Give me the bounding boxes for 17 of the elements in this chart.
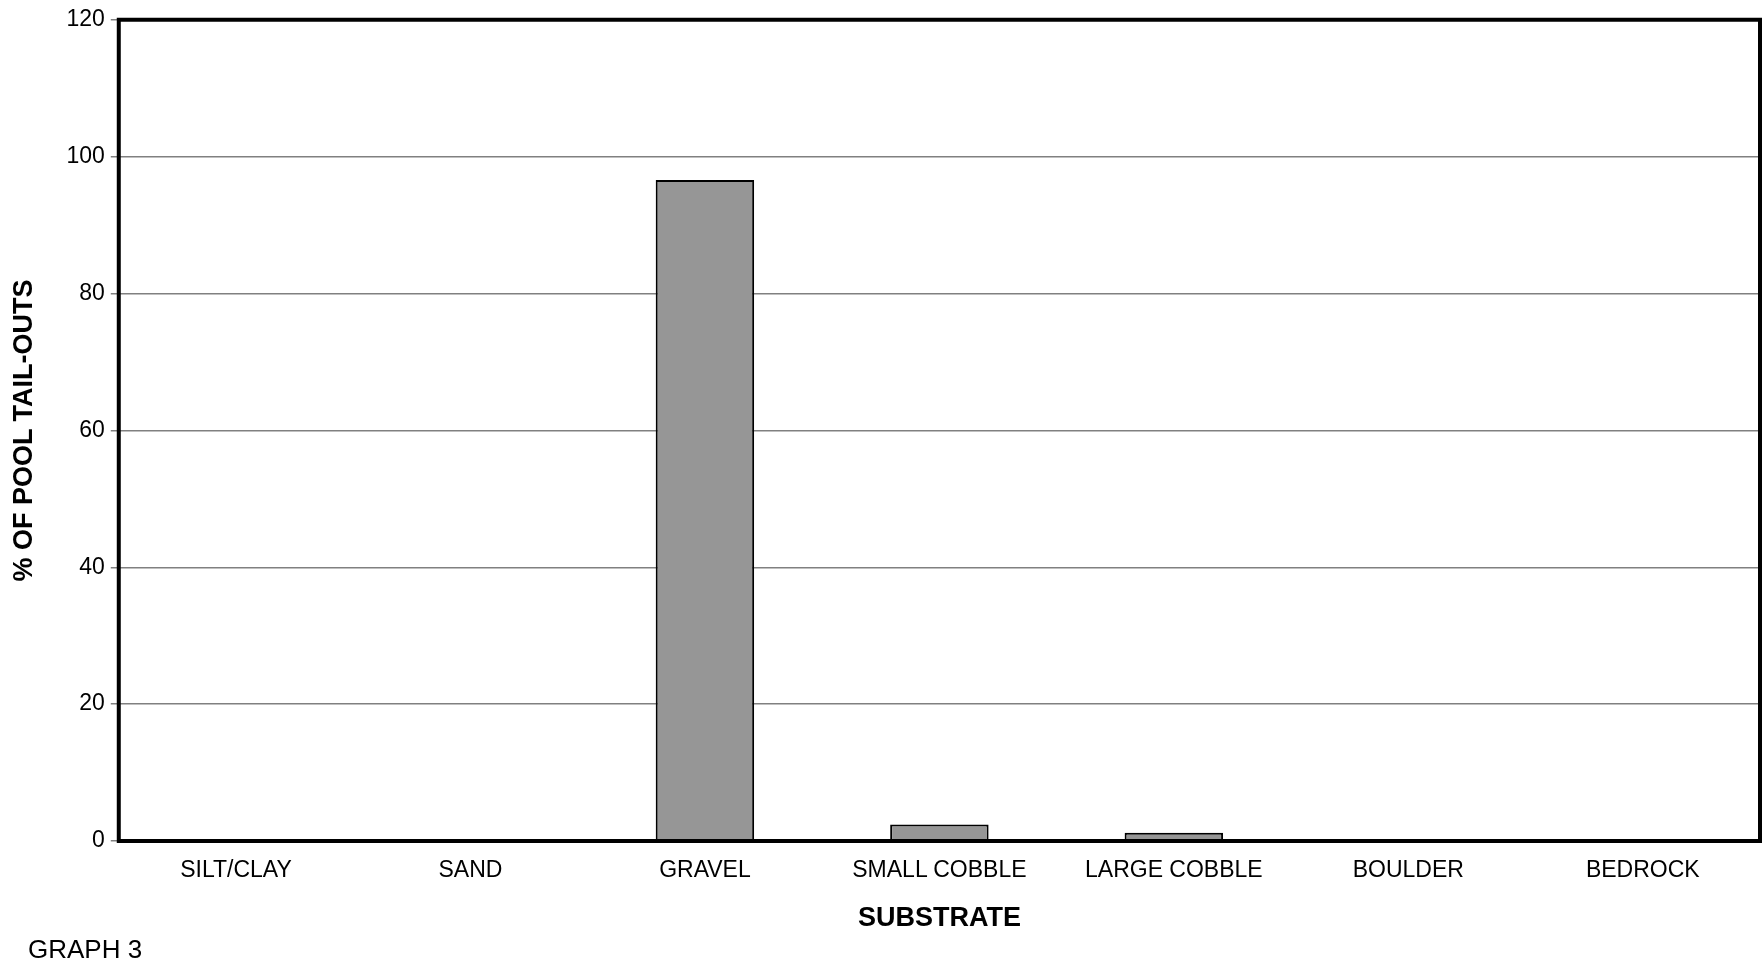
x-tick-label: SILT/CLAY bbox=[180, 856, 292, 883]
x-tick-label: LARGE COBBLE bbox=[1085, 856, 1263, 883]
y-tick-label: 100 bbox=[66, 142, 105, 169]
x-tick-label: SAND bbox=[438, 856, 503, 883]
y-axis-title: % OF POOL TAIL-OUTS bbox=[7, 279, 38, 582]
x-axis-title: SUBSTRATE bbox=[857, 902, 1021, 933]
x-tick-label: GRAVEL bbox=[659, 856, 751, 883]
y-tick-label: 120 bbox=[66, 5, 105, 32]
y-tick-label: 60 bbox=[79, 415, 105, 442]
x-tick-label: SMALL COBBLE bbox=[852, 856, 1027, 883]
x-tick-label: BOULDER bbox=[1352, 856, 1464, 883]
y-tick-label: 80 bbox=[79, 278, 105, 305]
y-tick-label: 20 bbox=[79, 689, 105, 716]
y-tick-label: 0 bbox=[91, 826, 105, 853]
y-tick-label: 40 bbox=[79, 552, 105, 579]
x-tick-label: BEDROCK bbox=[1585, 856, 1701, 883]
caption: GRAPH 3 bbox=[28, 934, 143, 965]
